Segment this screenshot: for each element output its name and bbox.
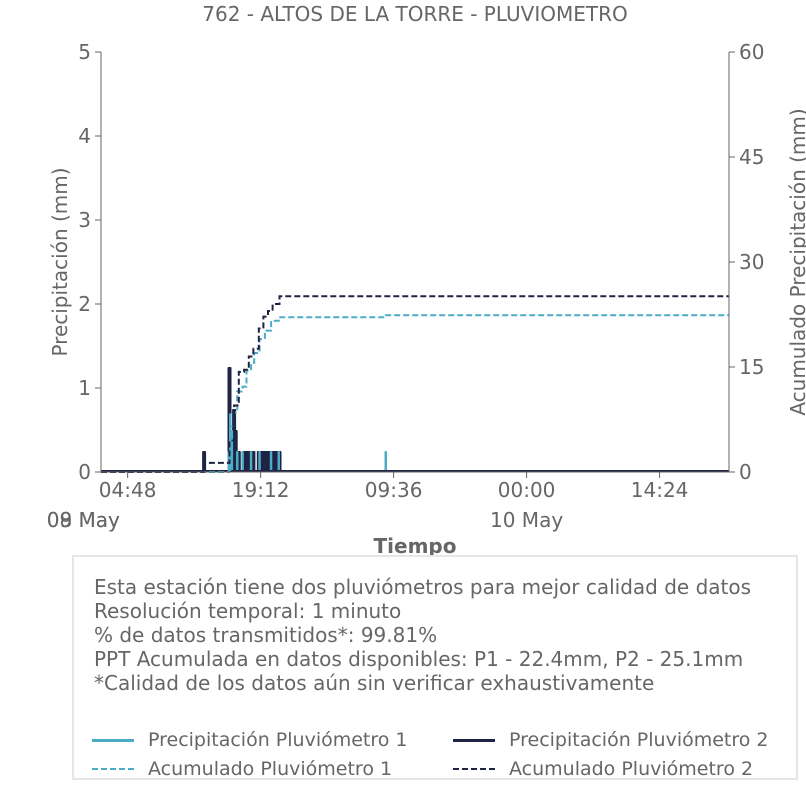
x-date-label: 08 May	[47, 508, 120, 532]
legend-label: Precipitación Pluviómetro 2	[509, 729, 769, 751]
legend-item-precip-p2: Precipitación Pluviómetro 2	[453, 729, 769, 751]
x-axis-label: Tiempo	[374, 534, 457, 556]
info-line: PPT Acumulada en datos disponibles: P1 -…	[94, 647, 744, 671]
info-text: Esta estación tiene dos pluviómetros par…	[94, 575, 751, 695]
x-tick-label: 19:12	[232, 478, 290, 502]
x-tick-label: 00:00	[498, 478, 556, 502]
precip-bar	[251, 451, 256, 472]
x-tick-label: 14:24	[631, 478, 689, 502]
precip-bar	[241, 451, 244, 472]
precip-bar	[202, 451, 207, 472]
y-axis-right-ticks: 0 15 30 45 60	[729, 40, 764, 484]
y-tick-label: 0	[78, 460, 91, 484]
precip-bar	[384, 451, 387, 472]
legend-swatch	[92, 738, 134, 742]
precip-bar	[258, 451, 261, 472]
legend-label: Acumulado Pluviómetro 2	[509, 758, 754, 780]
info-line: *Calidad de los datos aún sin verificar …	[94, 671, 655, 695]
legend-label: Precipitación Pluviómetro 1	[148, 729, 408, 751]
legend-swatch	[92, 768, 134, 770]
y2-axis-label: Acumulado Precipitación (mm)	[786, 108, 806, 415]
info-line: Esta estación tiene dos pluviómetros par…	[94, 575, 752, 599]
series-line-acumulado-p2	[101, 295, 729, 473]
precip-bar	[249, 451, 253, 472]
rainfall-chart: 762 - ALTOS DE LA TORRE - PLUVIOMETRO 0 1…	[47, 2, 806, 556]
y2-tick-label: 45	[739, 145, 764, 169]
y2-tick-label: 0	[739, 460, 752, 484]
y-tick-label: 1	[78, 376, 91, 400]
info-line: Resolución temporal: 1 minuto	[94, 599, 402, 623]
legend-label: Acumulado Pluviómetro 1	[148, 758, 393, 780]
legend-swatch	[453, 768, 495, 770]
y2-tick-label: 15	[739, 355, 764, 379]
x-tick-label: 04:48	[99, 478, 157, 502]
chart-title: 762 - ALTOS DE LA TORRE - PLUVIOMETRO	[202, 2, 627, 26]
legend-item-precip-p1: Precipitación Pluviómetro 1	[92, 729, 408, 751]
y-tick-label: 3	[78, 208, 91, 232]
x-tick-label: 09:36	[365, 478, 423, 502]
precip-bar	[269, 451, 273, 472]
x-axis-ticks: 04:48 08 May 19:12 09 May 09:36 00:00 10 May 14…	[47, 472, 689, 532]
info-box: Esta estación tiene dos pluviómetros par…	[72, 555, 798, 780]
legend-item-acum-p2: Acumulado Pluviómetro 2	[453, 758, 753, 780]
info-line: % de datos transmitidos*: 99.81%	[94, 623, 438, 647]
series-bars-p1	[227, 413, 387, 472]
series-line-acumulado-p1	[101, 314, 729, 473]
y-tick-label: 4	[78, 124, 91, 148]
y-tick-label: 2	[78, 292, 91, 316]
y-tick-label: 5	[78, 40, 91, 64]
precip-bar	[277, 451, 280, 472]
y2-tick-label: 30	[739, 250, 764, 274]
legend-swatch	[453, 738, 495, 742]
x-date-label: 09 May	[47, 508, 120, 532]
precip-bar	[236, 451, 239, 472]
y-axis-left-ticks: 0 1 2 3 4 5	[78, 40, 101, 484]
y-axis-label: Precipitación (mm)	[48, 167, 72, 356]
x-date-label: 10 May	[490, 508, 563, 532]
y2-tick-label: 60	[739, 40, 764, 64]
legend-item-acum-p1: Acumulado Pluviómetro 1	[92, 758, 392, 780]
